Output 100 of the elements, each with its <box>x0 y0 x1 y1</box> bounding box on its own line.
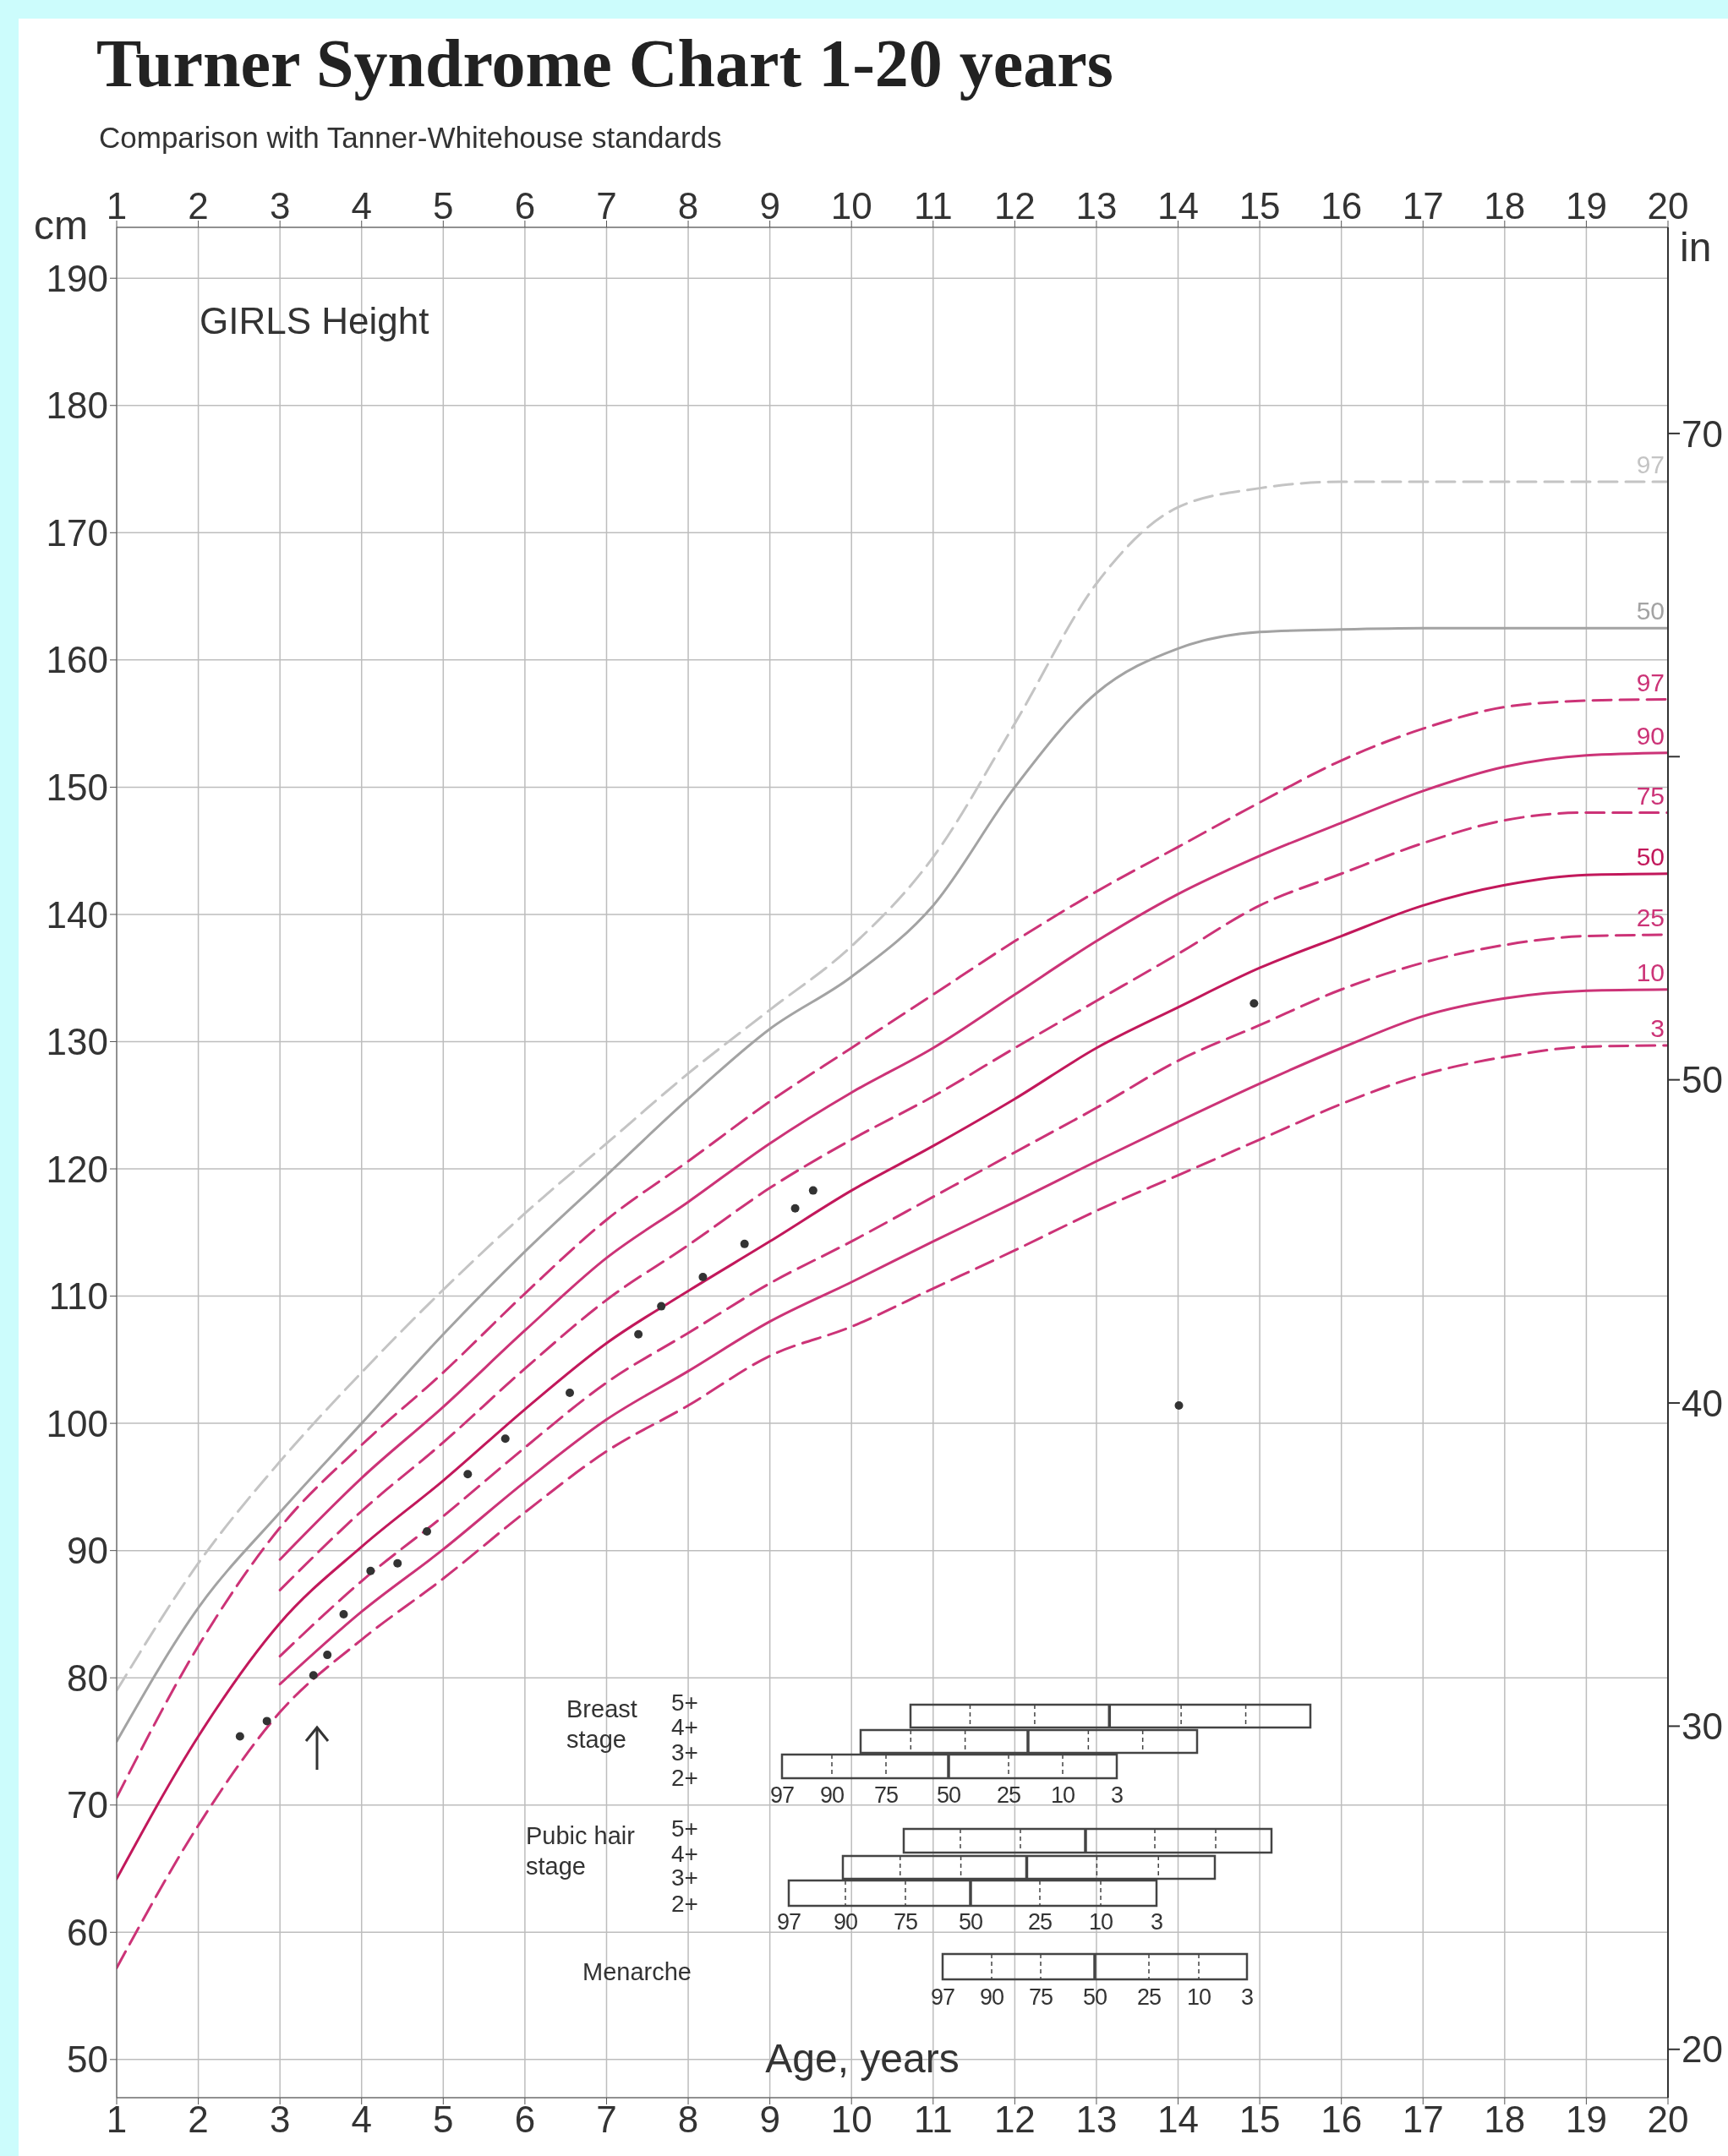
annotation: 3 <box>1150 1909 1163 1935</box>
annotation: Menarche <box>582 1958 692 1985</box>
series-label: 3 <box>1650 1014 1665 1042</box>
x2-tick-label: 15 <box>1239 2099 1281 2141</box>
annotation: 75 <box>1028 1984 1053 2010</box>
x-axis-title: Age, years <box>765 2036 960 2081</box>
x2-tick-label: 1 <box>106 2099 128 2141</box>
annotation: 2+ <box>671 1891 698 1917</box>
annotation: 10 <box>1088 1909 1113 1935</box>
x2-tick-label: 6 <box>514 2099 536 2141</box>
point <box>1250 999 1259 1008</box>
point <box>566 1388 575 1397</box>
x-tick-label: 12 <box>993 185 1036 227</box>
annotation: 4+ <box>671 1714 698 1740</box>
x-tick-label: 13 <box>1075 185 1118 227</box>
point <box>393 1558 402 1568</box>
x-tick-label: 5 <box>433 185 454 227</box>
x-tick-label: 20 <box>1647 185 1689 227</box>
chart-subtitle: Comparison with Tanner-Whitehouse standards <box>99 121 722 155</box>
point <box>698 1272 708 1281</box>
series-label: 50 <box>1636 597 1665 625</box>
annotation: 97 <box>776 1909 801 1935</box>
y-tick-label: 80 <box>67 1657 108 1699</box>
annotation: 25 <box>1136 1984 1162 2010</box>
x2-tick-label: 12 <box>993 2099 1036 2141</box>
x-tick-label: 4 <box>351 185 372 227</box>
chart-title: Turner Syndrome Chart 1-20 years <box>96 25 1113 102</box>
annotation: GIRLS Height <box>200 300 429 341</box>
annotation: 97 <box>930 1984 955 2010</box>
annotation: 5+ <box>671 1815 698 1842</box>
x-tick-label: 16 <box>1321 185 1363 227</box>
y-tick-label: 90 <box>67 1530 108 1572</box>
series-label: 97 <box>1636 668 1665 696</box>
point <box>262 1717 271 1726</box>
x-tick-label: 18 <box>1484 185 1526 227</box>
annotation: 10 <box>1050 1782 1075 1808</box>
annotation: 5+ <box>671 1689 698 1716</box>
x2-tick-label: 4 <box>351 2099 372 2141</box>
annotation: 90 <box>819 1782 845 1808</box>
y-tick-label: 50 <box>67 2039 108 2081</box>
series-label: 97 <box>1636 450 1665 479</box>
x-tick-label: 11 <box>913 185 953 227</box>
point <box>463 1470 473 1479</box>
y-tick-label: 120 <box>46 1148 108 1190</box>
point <box>323 1651 332 1660</box>
y2-tick-label: 50 <box>1682 1059 1723 1101</box>
y2-tick-label: 30 <box>1682 1706 1723 1748</box>
y2-tick-label: 40 <box>1682 1382 1723 1424</box>
point <box>634 1329 643 1339</box>
annotation: Pubic hair stage <box>526 1822 636 1880</box>
annotation: Breast stage <box>566 1695 637 1753</box>
annotation: 75 <box>873 1782 899 1808</box>
point <box>657 1302 666 1311</box>
x-tick-label: 6 <box>514 185 536 227</box>
annotation: 50 <box>958 1909 983 1935</box>
annotation: 25 <box>1027 1909 1053 1935</box>
annotation: 3 <box>1110 1782 1124 1808</box>
x-tick-label: 17 <box>1402 185 1444 227</box>
y-tick-label: 110 <box>48 1275 108 1318</box>
point <box>309 1671 318 1680</box>
annotation: 10 <box>1186 1984 1211 2010</box>
x-tick-label: 14 <box>1157 185 1199 227</box>
y2-axis-title: in <box>1680 225 1712 270</box>
x-tick-label: 1 <box>106 185 128 227</box>
point <box>1174 1401 1184 1411</box>
x2-tick-label: 3 <box>269 2099 291 2141</box>
point <box>339 1609 348 1618</box>
y-tick-label: 190 <box>46 257 108 299</box>
x2-tick-label: 14 <box>1157 2099 1199 2141</box>
x2-tick-label: 16 <box>1321 2099 1363 2141</box>
x2-tick-label: 17 <box>1402 2099 1444 2141</box>
annotation: 3+ <box>671 1864 698 1891</box>
series-label: 10 <box>1636 958 1665 986</box>
y-tick-label: 70 <box>67 1784 108 1826</box>
annotation: 97 <box>769 1782 795 1808</box>
x2-tick-label: 20 <box>1647 2099 1689 2141</box>
annotation: 90 <box>979 1984 1004 2010</box>
y-tick-label: 170 <box>46 511 108 554</box>
x2-tick-label: 18 <box>1484 2099 1526 2141</box>
x-tick-label: 9 <box>759 185 780 227</box>
series-label: 50 <box>1636 842 1665 871</box>
x-tick-label: 15 <box>1239 185 1281 227</box>
x-tick-label: 19 <box>1565 185 1607 227</box>
annotation: 90 <box>833 1909 858 1935</box>
x-tick-label: 10 <box>830 185 872 227</box>
annotation: 3 <box>1240 1984 1254 2010</box>
y-tick-label: 140 <box>46 893 108 936</box>
annotation: 3+ <box>671 1739 698 1766</box>
x2-tick-label: 13 <box>1075 2099 1118 2141</box>
x-tick-label: 3 <box>269 185 291 227</box>
x2-tick-label: 7 <box>596 2099 617 2141</box>
x2-tick-label: 10 <box>830 2099 872 2141</box>
x2-tick-label: 8 <box>677 2099 699 2141</box>
annotation: 25 <box>996 1782 1021 1808</box>
point <box>423 1527 431 1536</box>
point <box>500 1434 510 1444</box>
x-tick-label: 2 <box>188 185 209 227</box>
point <box>235 1732 244 1741</box>
point <box>790 1204 800 1213</box>
x2-tick-label: 9 <box>759 2099 780 2141</box>
